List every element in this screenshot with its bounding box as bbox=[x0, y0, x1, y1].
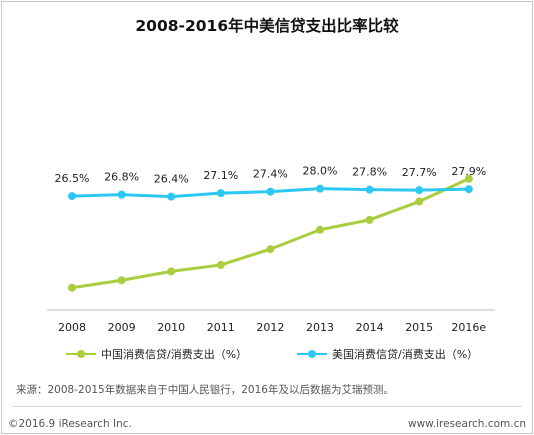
x-tick-label: 2014 bbox=[356, 321, 384, 334]
data-label: 27.8% bbox=[352, 166, 387, 179]
source-note: 来源：2008-2015年数据来自于中国人民银行，2016年及以后数据为艾瑞预测… bbox=[16, 384, 394, 396]
data-point bbox=[316, 184, 324, 193]
data-point bbox=[117, 276, 126, 285]
x-tick-label: 2010 bbox=[157, 321, 185, 334]
legend-dot-china bbox=[77, 350, 85, 358]
data-point bbox=[365, 215, 374, 224]
legend-marker-us bbox=[297, 348, 327, 360]
data-label: 26.5% bbox=[55, 172, 90, 185]
x-tick-label: 2013 bbox=[306, 321, 334, 334]
x-tick-label: 2011 bbox=[207, 321, 235, 334]
legend-marker-china bbox=[66, 348, 96, 360]
legend-label-china: 中国消费信贷/消费支出（%） bbox=[101, 348, 248, 361]
data-point bbox=[365, 185, 374, 194]
data-point bbox=[415, 197, 424, 206]
data-label: 27.4% bbox=[253, 168, 288, 181]
data-point bbox=[68, 283, 76, 292]
data-label: 26.4% bbox=[154, 173, 189, 186]
footer-divider bbox=[12, 406, 522, 407]
data-point bbox=[266, 245, 275, 254]
data-label: 28.0% bbox=[303, 165, 338, 178]
data-point bbox=[464, 185, 473, 194]
x-tick-label: 2012 bbox=[256, 321, 284, 334]
data-label: 27.7% bbox=[402, 166, 437, 179]
data-label: 27.9% bbox=[451, 165, 486, 178]
data-point bbox=[464, 174, 473, 183]
x-tick-label: 2015 bbox=[405, 321, 433, 334]
footer-website: www.iresearch.com.cn bbox=[407, 418, 526, 430]
data-label: 27.1% bbox=[203, 169, 238, 182]
data-point bbox=[216, 189, 225, 198]
line-chart: 2008 2009 2010 2011 2012 2013 2014 2015 2016e 26.… bbox=[47, 165, 495, 334]
x-tick-label: 2016e bbox=[451, 321, 486, 334]
legend-item-china: 中国消费信贷/消费支出（%） bbox=[66, 346, 247, 362]
x-tick-label: 2009 bbox=[108, 321, 136, 334]
data-point bbox=[167, 267, 176, 276]
data-point bbox=[167, 192, 176, 201]
data-point bbox=[316, 225, 324, 234]
data-point bbox=[216, 260, 225, 269]
data-label: 26.8% bbox=[104, 171, 139, 184]
legend-dot-us bbox=[308, 350, 316, 358]
legend-item-us: 美国消费信贷/消费支出（%） bbox=[297, 346, 478, 362]
data-point bbox=[266, 187, 275, 196]
chart-title: 2008-2016年中美信贷支出比率比较 bbox=[135, 17, 399, 35]
footer-copyright: ©2016.9 iResearch Inc. bbox=[8, 418, 132, 430]
data-point bbox=[68, 192, 76, 201]
data-point bbox=[415, 186, 424, 195]
data-point bbox=[117, 190, 126, 199]
legend-label-us: 美国消费信贷/消费支出（%） bbox=[332, 348, 479, 361]
x-tick-label: 2008 bbox=[58, 321, 86, 334]
